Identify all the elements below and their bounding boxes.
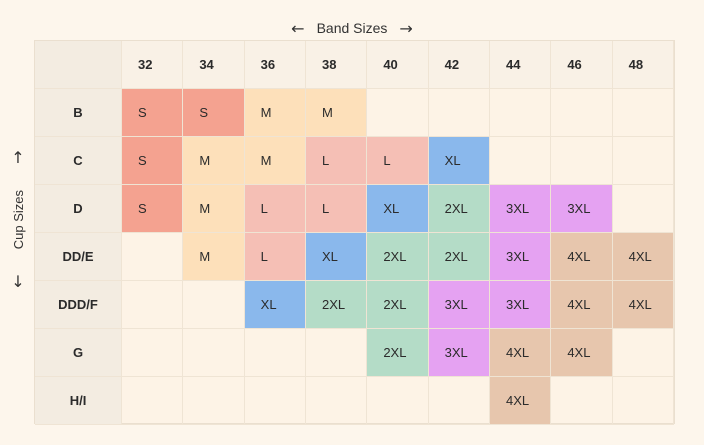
size-cell bbox=[428, 377, 490, 425]
size-cell: XL bbox=[305, 233, 368, 281]
arrow-right-icon: → bbox=[399, 18, 413, 38]
size-cell bbox=[244, 377, 306, 425]
size-cell: 2XL bbox=[367, 233, 429, 281]
size-cell bbox=[551, 137, 613, 185]
size-cell: 3XL bbox=[551, 185, 613, 233]
size-cell: L bbox=[305, 137, 368, 185]
size-cell: 2XL bbox=[367, 329, 429, 377]
cup-header-b: B bbox=[35, 89, 122, 137]
size-cell: M bbox=[305, 89, 368, 137]
size-cell: 2XL bbox=[428, 233, 490, 281]
size-cell bbox=[244, 329, 306, 377]
cup-sizes-label: Cup Sizes bbox=[10, 190, 26, 250]
size-cell: S bbox=[122, 185, 184, 233]
cup-header-dd-e: DD/E bbox=[35, 233, 122, 281]
band-header-36: 36 bbox=[244, 41, 306, 89]
cup-header-g: G bbox=[35, 329, 122, 377]
size-cell: L bbox=[367, 137, 429, 185]
size-cell: L bbox=[244, 185, 306, 233]
size-cell: 3XL bbox=[428, 281, 490, 329]
size-cell: M bbox=[244, 137, 306, 185]
size-cell: 4XL bbox=[551, 233, 613, 281]
size-cell bbox=[183, 377, 245, 425]
size-cell: L bbox=[305, 185, 368, 233]
size-cell: S bbox=[122, 137, 184, 185]
size-cell bbox=[122, 233, 184, 281]
band-header-48: 48 bbox=[612, 41, 674, 89]
size-cell: XL bbox=[428, 137, 490, 185]
band-header-42: 42 bbox=[428, 41, 490, 89]
size-cell: 3XL bbox=[489, 185, 552, 233]
size-cell: 4XL bbox=[489, 377, 552, 425]
size-cell bbox=[551, 377, 613, 425]
size-cell: M bbox=[183, 185, 245, 233]
size-cell bbox=[612, 89, 674, 137]
size-cell: S bbox=[183, 89, 245, 137]
size-cell: 4XL bbox=[551, 281, 613, 329]
grid-corner bbox=[35, 41, 122, 89]
size-chart-grid: 32 34 36 38 40 42 44 46 48 B S S M M C S M M L L XL D S M L L XL 2X… bbox=[34, 40, 675, 425]
size-cell bbox=[367, 377, 429, 425]
band-header-32: 32 bbox=[122, 41, 184, 89]
band-header-44: 44 bbox=[489, 41, 552, 89]
size-cell bbox=[122, 281, 184, 329]
size-cell: 2XL bbox=[367, 281, 429, 329]
size-cell bbox=[183, 329, 245, 377]
band-header-34: 34 bbox=[183, 41, 245, 89]
size-cell bbox=[305, 329, 368, 377]
size-cell: XL bbox=[244, 281, 306, 329]
band-header-46: 46 bbox=[551, 41, 613, 89]
cup-header-c: C bbox=[35, 137, 122, 185]
band-header-38: 38 bbox=[305, 41, 368, 89]
size-cell bbox=[489, 89, 552, 137]
size-cell: 2XL bbox=[428, 185, 490, 233]
size-cell: 2XL bbox=[305, 281, 368, 329]
size-cell: L bbox=[244, 233, 306, 281]
arrow-down-icon: ↓ bbox=[11, 272, 25, 291]
band-sizes-header: ← Band Sizes → bbox=[0, 17, 704, 39]
size-cell: 3XL bbox=[489, 281, 552, 329]
size-cell bbox=[612, 185, 674, 233]
size-cell bbox=[612, 377, 674, 425]
band-sizes-label: Band Sizes bbox=[316, 20, 388, 36]
band-header-40: 40 bbox=[367, 41, 429, 89]
size-cell bbox=[612, 137, 674, 185]
size-cell bbox=[612, 329, 674, 377]
size-cell: M bbox=[244, 89, 306, 137]
size-cell bbox=[305, 377, 368, 425]
arrow-left-icon: ← bbox=[291, 18, 305, 38]
cup-header-h-i: H/I bbox=[35, 377, 122, 425]
size-cell: 4XL bbox=[551, 329, 613, 377]
size-cell bbox=[122, 377, 184, 425]
size-cell bbox=[428, 89, 490, 137]
size-cell: 3XL bbox=[489, 233, 552, 281]
size-cell: M bbox=[183, 137, 245, 185]
size-cell: XL bbox=[367, 185, 429, 233]
size-cell bbox=[367, 89, 429, 137]
cup-sizes-header: ↑ Cup Sizes ↓ bbox=[4, 150, 32, 290]
arrow-up-icon: ↑ bbox=[11, 148, 25, 167]
size-cell: 4XL bbox=[612, 281, 674, 329]
size-cell bbox=[183, 281, 245, 329]
size-cell: 4XL bbox=[489, 329, 552, 377]
size-cell bbox=[489, 137, 552, 185]
size-cell: 3XL bbox=[428, 329, 490, 377]
size-cell: 4XL bbox=[612, 233, 674, 281]
size-cell bbox=[551, 89, 613, 137]
size-cell: S bbox=[122, 89, 184, 137]
size-cell bbox=[122, 329, 184, 377]
cup-header-ddd-f: DDD/F bbox=[35, 281, 122, 329]
size-cell: M bbox=[183, 233, 245, 281]
cup-header-d: D bbox=[35, 185, 122, 233]
